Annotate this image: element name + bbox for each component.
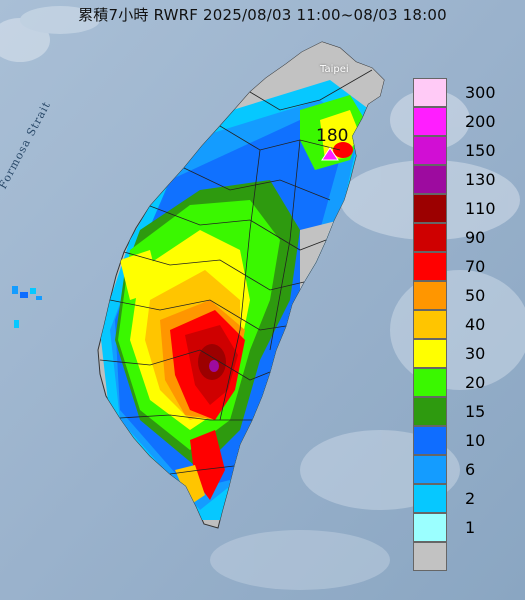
legend-swatch [413, 368, 447, 397]
legend-label: 90 [465, 228, 486, 247]
legend-label: 30 [465, 344, 486, 363]
legend-swatch [413, 513, 447, 542]
legend-swatch [413, 310, 447, 339]
legend-swatch [413, 194, 447, 223]
legend-label: 20 [465, 373, 486, 392]
legend-label: 10 [465, 431, 486, 450]
penghu-islands [12, 286, 42, 328]
legend-label: 40 [465, 315, 486, 334]
legend-label: 110 [465, 199, 496, 218]
legend-label: 15 [465, 402, 486, 421]
legend-label: 150 [465, 141, 496, 160]
max-value-label: 180 [316, 126, 349, 146]
legend-label: 2 [465, 489, 476, 508]
legend-swatch [413, 78, 447, 107]
legend-swatch [413, 397, 447, 426]
legend-label: 300 [465, 83, 496, 102]
county-boundaries [99, 69, 373, 475]
city-label: Taipei [320, 64, 349, 75]
legend-label: 50 [465, 286, 486, 305]
legend-label: 130 [465, 170, 496, 189]
legend-swatch [413, 542, 447, 571]
legend-swatch [413, 107, 447, 136]
legend-label: 1 [465, 518, 476, 537]
legend-swatch [413, 223, 447, 252]
legend-swatch [413, 426, 447, 455]
legend-swatch [413, 136, 447, 165]
legend-swatch [413, 165, 447, 194]
legend-swatch [413, 455, 447, 484]
legend-swatch [413, 339, 447, 368]
legend-swatch [413, 281, 447, 310]
legend-label: 200 [465, 112, 496, 131]
legend-swatch [413, 484, 447, 513]
legend-swatch [413, 252, 447, 281]
legend-label: 6 [465, 460, 476, 479]
rainfall-field [100, 42, 384, 520]
map-title: 累積7小時 RWRF 2025/08/03 11:00~08/03 18:00 [78, 6, 447, 24]
legend-label: 70 [465, 257, 486, 276]
max-marker-icon [321, 147, 339, 161]
